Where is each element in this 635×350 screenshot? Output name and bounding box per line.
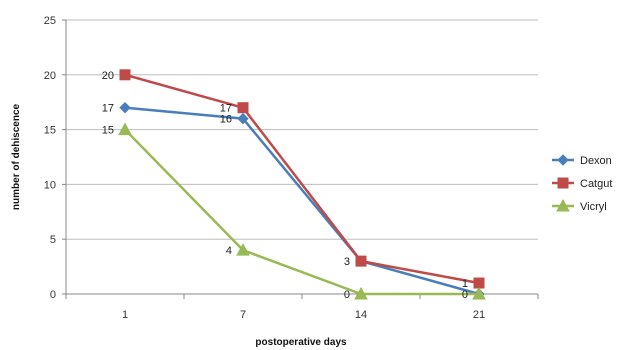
data-label: 17 [102, 103, 114, 115]
dexon-data-point [237, 112, 249, 125]
data-label: 1 [462, 278, 468, 290]
series-group [118, 69, 486, 300]
catgut-data-point [119, 69, 131, 81]
x-tick-label: 21 [473, 309, 485, 321]
vicryl-series-line [124, 128, 479, 296]
catgut-legend-label: Catgut [580, 178, 612, 190]
data-label: 0 [462, 289, 468, 301]
vicryl-legend-label: Vicryl [580, 201, 607, 213]
data-label: 0 [344, 289, 350, 301]
dexon-legend-label: Dexon [580, 155, 612, 167]
gridlines [66, 19, 538, 295]
vicryl-data-point [118, 122, 132, 136]
data-label: 4 [226, 245, 232, 257]
y-axis-title: number of dehiscence [11, 103, 22, 210]
y-tick-label: 5 [50, 234, 56, 246]
dexon-series-line [124, 106, 480, 296]
dexon-legend-marker [557, 154, 569, 166]
vicryl-legend-marker [556, 198, 570, 212]
catgut-data-point [355, 255, 367, 267]
data-label: 16 [220, 114, 232, 126]
data-label: 17 [220, 103, 232, 115]
x-axis-title: postoperative days [255, 337, 347, 348]
x-tick-label: 14 [355, 309, 367, 321]
legend: Dexon Catgut Vicryl [552, 154, 612, 213]
vicryl-data-point [354, 286, 368, 300]
vicryl-data-point [472, 286, 486, 300]
y-tick-label: 15 [44, 125, 56, 137]
dexon-data-point [119, 101, 131, 114]
y-tick-label: 25 [44, 15, 56, 27]
y-tick-label: 20 [44, 70, 56, 82]
catgut-legend-marker [557, 177, 569, 189]
catgut-data-point [237, 102, 249, 114]
data-label: 15 [102, 125, 114, 137]
x-tick-label: 1 [122, 309, 128, 321]
data-label: 20 [102, 70, 114, 82]
data-label: 3 [344, 256, 350, 268]
y-tick-label: 0 [50, 289, 56, 301]
catgut-data-point [473, 277, 485, 289]
vicryl-data-point [236, 243, 250, 256]
catgut-series-line [124, 73, 480, 285]
y-tick-label: 10 [44, 179, 56, 191]
x-tick-label: 7 [240, 309, 246, 321]
